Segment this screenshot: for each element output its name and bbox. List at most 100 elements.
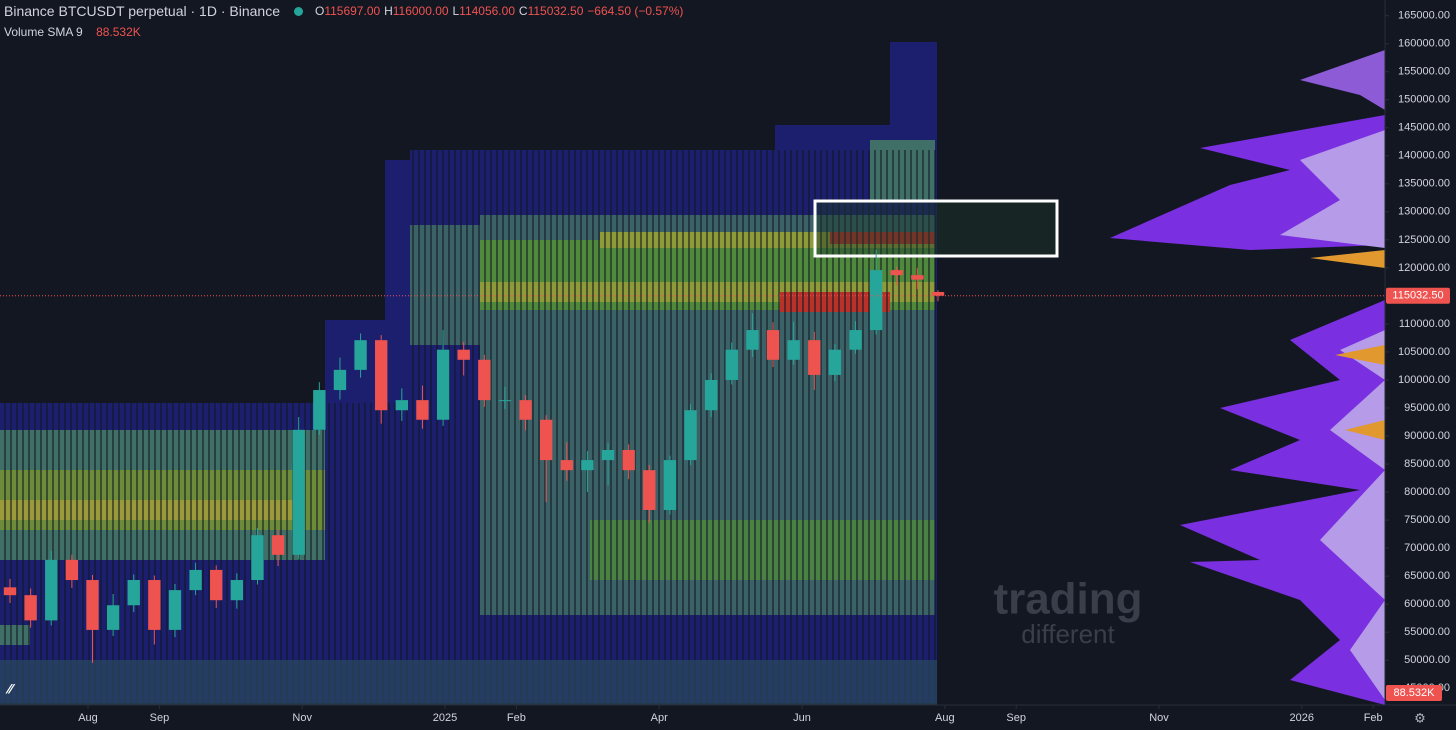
y-tick-label: 60000.00	[1404, 598, 1450, 610]
candle-body	[189, 569, 202, 591]
candle-body	[354, 340, 367, 370]
volume-area	[0, 660, 937, 705]
candle-body	[519, 400, 532, 420]
profile-shape	[1310, 250, 1385, 268]
candle-body	[478, 359, 491, 401]
y-tick-label: 160000.00	[1398, 38, 1450, 50]
candle-body	[436, 349, 450, 420]
y-tick-label: 80000.00	[1404, 486, 1450, 498]
y-tick-label: 90000.00	[1404, 430, 1450, 442]
profile-shape	[1180, 300, 1385, 705]
candle-body	[210, 569, 223, 601]
candle-body	[106, 605, 120, 630]
candle-body	[704, 379, 718, 411]
x-tick-label: Jun	[793, 712, 811, 724]
indicator-name: Volume SMA 9	[4, 25, 83, 39]
candle-body	[766, 330, 780, 360]
candle-body	[581, 460, 594, 471]
y-tick-label: 85000.00	[1404, 458, 1450, 470]
y-tick-label: 120000.00	[1398, 262, 1450, 274]
symbol-title: Binance BTCUSDT perpetual · 1D · Binance	[4, 3, 280, 19]
x-tick-label: Nov	[292, 712, 312, 724]
y-tick-label: 50000.00	[1404, 654, 1450, 666]
candle-body	[643, 470, 656, 510]
y-tick-label: 95000.00	[1404, 402, 1450, 414]
volume-value-box	[1386, 685, 1442, 701]
ohlc-key: L	[452, 4, 460, 18]
y-tick-label: 100000.00	[1398, 374, 1450, 386]
candle-body	[560, 460, 573, 471]
x-tick-label: Nov	[1149, 712, 1169, 724]
y-tick-label: 145000.00	[1398, 122, 1450, 134]
annotation-box	[813, 199, 1059, 258]
profile-shape	[1300, 50, 1385, 110]
x-tick-label: Sep	[150, 712, 170, 724]
x-tick-label: Sep	[1006, 712, 1026, 724]
candle-body	[45, 559, 58, 621]
y-tick-label: 75000.00	[1404, 514, 1450, 526]
candle-body	[622, 450, 635, 471]
candle-body	[86, 580, 99, 630]
profile-shape	[1335, 345, 1385, 365]
y-tick-label: 70000.00	[1404, 542, 1450, 554]
y-tick-label: 125000.00	[1398, 234, 1450, 246]
candle-body	[24, 595, 37, 621]
candle-body	[333, 369, 347, 391]
candle-body	[375, 340, 388, 411]
candle-body	[890, 270, 903, 276]
y-tick-label: 155000.00	[1398, 66, 1450, 78]
watermark: different	[1021, 619, 1115, 649]
volume-value-label: 88.532K	[1394, 687, 1436, 699]
heatmap-texture	[0, 403, 937, 703]
last-price-box	[1386, 287, 1450, 304]
y-tick-label: 110000.00	[1399, 318, 1450, 330]
ohlc-key: O	[314, 4, 325, 18]
profile-shape	[1320, 330, 1385, 700]
heatmap	[0, 42, 937, 705]
candle-body	[849, 330, 862, 350]
candle-body	[3, 587, 17, 596]
candle-body	[684, 410, 697, 461]
profile-shape	[1345, 420, 1385, 440]
ohlc-value: 114056.00	[459, 4, 515, 18]
candle-body	[148, 580, 161, 630]
change: −664.50 (−0.57%)	[587, 4, 684, 18]
logo: ⁄⁄	[5, 681, 15, 697]
ohlc-key: C	[518, 4, 528, 18]
x-tick-label: 2025	[433, 712, 457, 724]
ohlc-value: 115697.00	[324, 4, 381, 18]
candle-body	[869, 270, 883, 331]
ohlc-value: 116000.00	[392, 4, 449, 18]
candle-body	[65, 559, 79, 581]
y-tick-label: 130000.00	[1398, 206, 1450, 218]
y-tick-label: 105000.00	[1398, 346, 1450, 358]
candle-body	[828, 349, 842, 375]
y-tick-label: 135000.00	[1398, 178, 1450, 190]
x-tick-label: Feb	[1364, 712, 1383, 724]
candle-body	[725, 349, 738, 380]
last-price-label: 115032.50	[1392, 290, 1443, 302]
candle-body	[539, 419, 553, 461]
price-axis	[1385, 0, 1456, 705]
candle-body	[271, 535, 285, 555]
y-tick-label: 140000.00	[1398, 150, 1450, 162]
candle-body	[230, 580, 244, 601]
x-tick-label: Aug	[78, 712, 98, 724]
candles	[3, 249, 945, 663]
candle-body	[395, 400, 409, 411]
candle-body	[457, 349, 470, 360]
x-tick-label: Apr	[651, 712, 668, 724]
y-tick-label: 55000.00	[1404, 626, 1450, 638]
candle-body	[601, 450, 615, 461]
x-tick-label: Aug	[935, 712, 955, 724]
indicator: Volume SMA 9 88.532K	[4, 25, 141, 39]
ohlc-key: H	[384, 4, 393, 18]
heatmap-texture	[410, 150, 937, 403]
status-dot	[293, 6, 303, 16]
x-tick-label: Feb	[507, 712, 526, 724]
watermark: trading	[993, 575, 1142, 624]
settings-icon[interactable]: ⚙	[1414, 710, 1426, 725]
candle-body	[911, 275, 924, 280]
candle-body	[251, 535, 264, 581]
